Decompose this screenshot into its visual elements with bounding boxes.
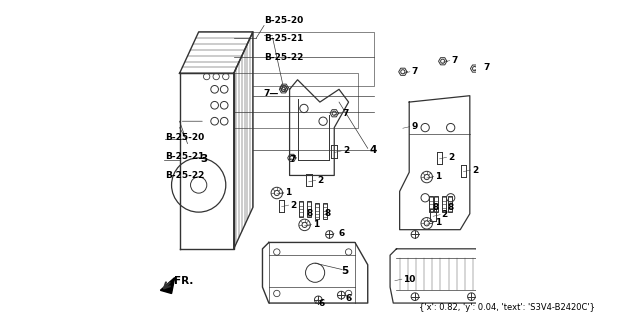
Text: 10: 10 xyxy=(403,275,416,284)
Text: {'x': 0.82, 'y': 0.04, 'text': 'S3V4-B2420C'}: {'x': 0.82, 'y': 0.04, 'text': 'S3V4-B24… xyxy=(419,303,595,312)
Text: B-25-21: B-25-21 xyxy=(264,34,303,43)
Text: 4: 4 xyxy=(369,145,377,155)
Text: 2: 2 xyxy=(290,201,296,210)
Bar xyxy=(307,201,310,217)
Text: 2: 2 xyxy=(317,176,324,185)
Text: 7—: 7— xyxy=(263,89,278,98)
Text: B-25-20: B-25-20 xyxy=(165,133,204,142)
Text: 6: 6 xyxy=(319,299,325,308)
Bar xyxy=(435,196,438,212)
Bar xyxy=(429,196,433,212)
Text: 8: 8 xyxy=(447,204,454,212)
Text: B-25-22: B-25-22 xyxy=(165,171,205,180)
Text: 9: 9 xyxy=(412,122,418,131)
Text: 6: 6 xyxy=(346,294,351,303)
Text: 2: 2 xyxy=(442,210,448,219)
Text: 1: 1 xyxy=(435,218,442,227)
Text: 7: 7 xyxy=(343,109,349,118)
Text: 5: 5 xyxy=(342,266,349,276)
Text: B-25-22: B-25-22 xyxy=(264,53,303,62)
Text: 2: 2 xyxy=(343,146,349,155)
Bar xyxy=(448,196,452,212)
Text: 1: 1 xyxy=(285,188,292,197)
Text: B-25-20: B-25-20 xyxy=(264,16,303,25)
Bar xyxy=(300,201,303,217)
Text: 8: 8 xyxy=(324,209,331,218)
Text: 8: 8 xyxy=(432,204,438,212)
Text: 7: 7 xyxy=(412,67,418,76)
Bar xyxy=(315,203,319,219)
Text: 7: 7 xyxy=(289,155,296,164)
Text: B-25-21: B-25-21 xyxy=(165,152,205,161)
Bar xyxy=(323,203,327,219)
Text: 1: 1 xyxy=(435,172,442,181)
Text: 7: 7 xyxy=(483,63,490,72)
Text: 8: 8 xyxy=(307,209,313,218)
Text: 1: 1 xyxy=(313,220,319,229)
Text: 2: 2 xyxy=(472,166,478,174)
Text: FR.: FR. xyxy=(174,276,193,286)
Text: 6: 6 xyxy=(338,229,344,238)
Polygon shape xyxy=(161,278,175,293)
Text: 7: 7 xyxy=(451,56,458,65)
Text: 2: 2 xyxy=(448,153,454,162)
Bar xyxy=(442,196,446,212)
Text: 3: 3 xyxy=(200,154,207,165)
